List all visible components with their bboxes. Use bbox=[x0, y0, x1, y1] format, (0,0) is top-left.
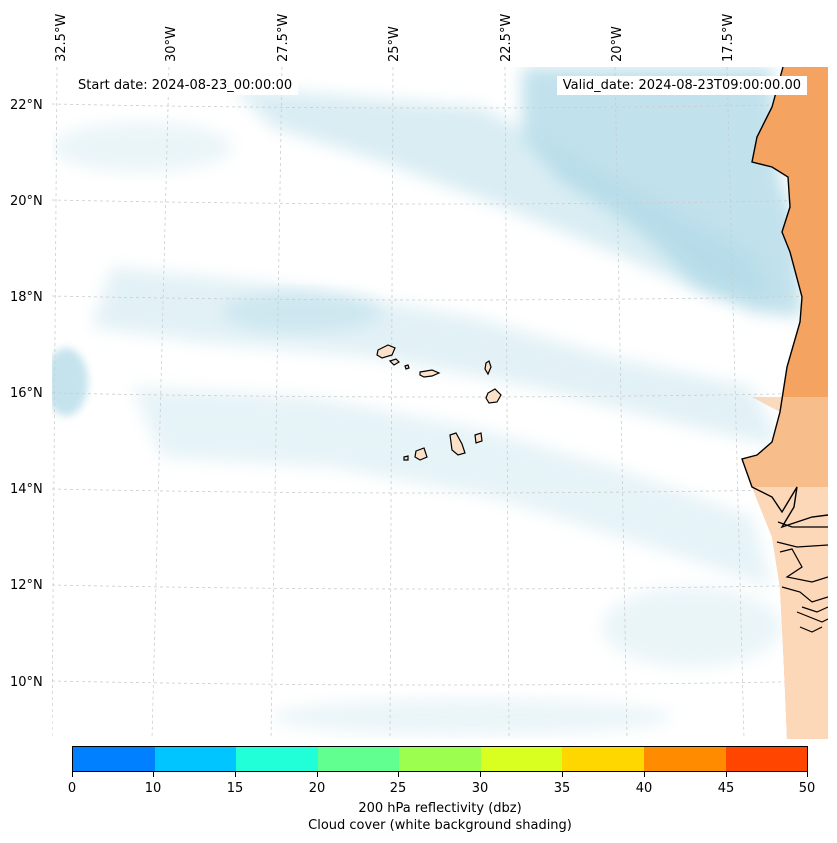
colorbar-segment bbox=[562, 747, 644, 771]
longitude-label: 32.5°W bbox=[54, 13, 69, 62]
colorbar-segment bbox=[725, 747, 808, 771]
island-sal bbox=[484, 360, 492, 376]
colorbar-tick-label: 0 bbox=[67, 781, 77, 796]
island-santa-luzia bbox=[404, 364, 410, 370]
colorbar-segment bbox=[480, 747, 563, 771]
colorbar-subtitle: Cloud cover (white background shading) bbox=[308, 818, 572, 833]
cloud-patch-center bbox=[222, 292, 382, 332]
cloud-cover-layer bbox=[52, 67, 802, 735]
colorbar-tick bbox=[72, 772, 73, 777]
colorbar-segment bbox=[154, 747, 237, 771]
colorbar-tick-label: 10 bbox=[144, 781, 162, 796]
colorbar-tick-label: 25 bbox=[389, 781, 407, 796]
colorbar-tick bbox=[480, 772, 481, 777]
mainland-africa-south-fade bbox=[752, 487, 828, 739]
colorbar-segment bbox=[236, 747, 318, 771]
valid-date-label: Valid_date: 2024-08-23T09:00:00.00 bbox=[556, 76, 807, 95]
latitude-label: 22°N bbox=[10, 98, 43, 113]
colorbar-tick-label: 30 bbox=[471, 781, 489, 796]
island-boa-vista bbox=[485, 388, 502, 404]
cloud-patch-west bbox=[52, 348, 88, 416]
gambia-coast bbox=[776, 521, 828, 548]
latitude-label: 14°N bbox=[10, 482, 43, 497]
mainland-africa-southcentral-fade bbox=[742, 397, 828, 487]
colorbar-tick-label: 35 bbox=[553, 781, 571, 796]
colorbar-tick bbox=[317, 772, 318, 777]
longitude-label: 27.5°W bbox=[276, 13, 291, 62]
colorbar-tick-label: 45 bbox=[717, 781, 735, 796]
colorbar-tick bbox=[153, 772, 154, 777]
colorbar-tick bbox=[726, 772, 727, 777]
reflectivity-colorbar bbox=[72, 746, 808, 772]
cape-verde-islands bbox=[376, 344, 502, 461]
colorbar-tick-label: 40 bbox=[635, 781, 653, 796]
island-sao-vicente bbox=[388, 358, 400, 366]
colorbar-tick bbox=[807, 772, 808, 777]
map-panel[interactable] bbox=[52, 67, 828, 739]
cloud-band-south bbox=[132, 387, 772, 587]
start-date-label: Start date: 2024-08-23_00:00:00 bbox=[72, 76, 299, 95]
island-santo-antao bbox=[376, 344, 396, 359]
latitude-label: 20°N bbox=[10, 194, 43, 209]
longitude-label: 17.5°W bbox=[721, 13, 736, 62]
longitude-label: 20°W bbox=[610, 26, 625, 62]
colorbar-tick bbox=[562, 772, 563, 777]
latitude-label: 18°N bbox=[10, 290, 43, 305]
island-sao-nicolau bbox=[419, 369, 441, 378]
latitude-label: 10°N bbox=[10, 675, 43, 690]
colorbar-tick-label: 50 bbox=[798, 781, 816, 796]
colorbar-segment bbox=[73, 747, 155, 771]
guinea-coast bbox=[796, 606, 828, 633]
colorbar-tick bbox=[235, 772, 236, 777]
cloud-band-diagonal bbox=[232, 87, 772, 297]
island-santiago bbox=[449, 432, 466, 456]
longitude-label: 30°W bbox=[164, 26, 179, 62]
colorbar-tick-label: 15 bbox=[226, 781, 244, 796]
african-coastline bbox=[741, 67, 828, 529]
colorbar-tick-label: 20 bbox=[308, 781, 326, 796]
longitude-label: 25°W bbox=[387, 26, 402, 62]
latitude-label: 16°N bbox=[10, 386, 43, 401]
cloud-patch-bottom bbox=[272, 699, 672, 735]
colorbar-segment bbox=[317, 747, 400, 771]
colorbar-tick bbox=[644, 772, 645, 777]
graticule bbox=[52, 67, 828, 739]
longitude-label: 22.5°W bbox=[499, 13, 514, 62]
colorbar-segment bbox=[643, 747, 726, 771]
island-fogo bbox=[414, 447, 428, 461]
island-maio bbox=[474, 432, 483, 444]
cloud-patch-southeast bbox=[602, 587, 782, 667]
island-brava bbox=[403, 455, 409, 461]
guinea-bissau-coast bbox=[779, 548, 828, 603]
colorbar-segment bbox=[399, 747, 481, 771]
colorbar-tick bbox=[398, 772, 399, 777]
latitude-label: 12°N bbox=[10, 578, 43, 593]
colorbar-title: 200 hPa reflectivity (dbz) bbox=[358, 801, 522, 816]
map-canvas bbox=[52, 67, 828, 739]
cloud-patch-northwest bbox=[52, 122, 232, 172]
